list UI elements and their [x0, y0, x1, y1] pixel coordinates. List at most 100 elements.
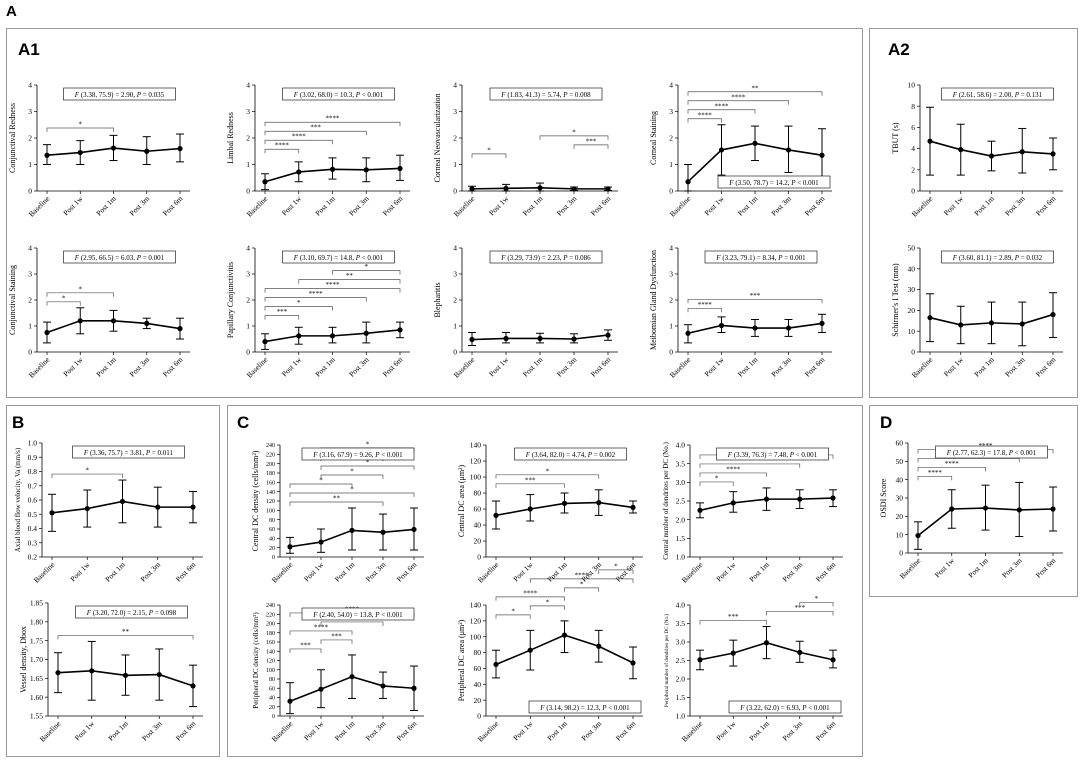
significance-bracket: [298, 279, 401, 284]
x-tick-label: Post 1m: [747, 560, 771, 584]
y-tick-label: 140: [470, 601, 482, 610]
data-point: [349, 674, 355, 680]
data-point: [318, 539, 324, 545]
data-point: [763, 640, 770, 646]
y-tick-label: 60: [269, 527, 275, 533]
x-tick-label: Baseline: [38, 719, 63, 744]
x-tick-label: Post 6m: [1034, 355, 1058, 379]
stats-text: F (3.64, 82.0) = 4.74, P = 0.002: [525, 451, 616, 459]
panel-c-box: [227, 405, 863, 757]
x-tick-label: Baseline: [452, 194, 477, 219]
significance-label: *: [487, 146, 491, 154]
significance-label: ****: [945, 460, 960, 468]
y-tick-label: 1: [453, 160, 457, 169]
significance-bracket: [687, 91, 823, 96]
stats-text: F (2.77, 62.3) = 17.8, P < 0.001: [946, 449, 1037, 457]
stats-box: [528, 700, 642, 714]
panel-b-box: [6, 405, 220, 757]
significance-label: ****: [275, 142, 290, 150]
x-tick-label: Post 3m: [555, 194, 579, 218]
panel-label-a2: A2: [888, 40, 910, 59]
x-tick-label: Post 1m: [94, 355, 118, 379]
significance-label: *: [366, 459, 370, 467]
x-tick-label: Baseline: [245, 355, 270, 380]
x-tick-label: Baseline: [476, 719, 501, 744]
stats-box: [514, 447, 627, 461]
y-axis-label: Axial blood flow velocity, Va (mm/s): [14, 447, 22, 552]
data-point: [571, 336, 577, 342]
y-tick-label: 3.0: [676, 638, 686, 647]
data-point: [77, 149, 83, 156]
data-point: [630, 660, 636, 666]
significance-bracket: [46, 127, 114, 133]
x-tick-label: Post 1m: [313, 355, 337, 379]
y-tick-label: 50: [896, 457, 904, 466]
y-axis-label: Papillary Conjunctivitis: [226, 262, 235, 338]
significance-bracket: [799, 602, 834, 607]
significance-bracket: [495, 483, 565, 488]
significance-bracket: [264, 130, 367, 136]
significance-bracket: [699, 472, 767, 477]
significance-label: *: [365, 263, 369, 271]
stats-box: [301, 607, 415, 621]
significance-bracket: [264, 148, 300, 154]
x-tick-label: Baseline: [898, 556, 923, 581]
significance-label: **: [346, 272, 354, 280]
y-tick-label: 80: [474, 648, 482, 657]
y-tick-label: 1.55: [30, 712, 43, 721]
y-tick-label: 1.5: [676, 693, 686, 702]
y-tick-label: 100: [266, 508, 275, 514]
significance-bracket: [332, 270, 401, 275]
y-axis-label: Vessel density, Dbox: [19, 626, 28, 693]
significance-bracket: [687, 100, 789, 105]
significance-label: **: [333, 495, 341, 503]
x-tick-label: Post 3m: [781, 560, 805, 584]
data-point: [110, 318, 117, 324]
significance-label: *: [572, 128, 576, 136]
significance-label: ****: [314, 623, 329, 631]
significance-label: ****: [726, 465, 741, 473]
stats-box: [282, 250, 395, 264]
y-axis-label: TBUT (s): [891, 122, 900, 154]
y-axis-label: Peripheral DC area (μm²): [457, 619, 466, 701]
y-tick-label: 8: [911, 102, 915, 111]
stats-box: [75, 605, 188, 619]
data-point: [830, 495, 836, 501]
data-point: [797, 496, 803, 502]
y-tick-label: 120: [470, 616, 482, 625]
x-tick-label: Post 3m: [364, 560, 388, 584]
y-tick-label: 1: [453, 322, 457, 331]
significance-bracket: [320, 639, 353, 644]
x-tick-label: Baseline: [27, 355, 52, 380]
y-tick-label: 1.0: [28, 439, 38, 448]
y-axis-label: Central DC area (μm²): [457, 465, 466, 538]
x-tick-label: Post 6m: [803, 355, 827, 379]
data-point: [190, 504, 196, 510]
y-tick-label: 0.4: [28, 524, 38, 533]
significance-bracket: [529, 605, 565, 610]
x-tick-label: Post 1w: [511, 719, 535, 743]
y-tick-label: 140: [266, 490, 275, 496]
y-tick-label: 1: [246, 322, 250, 331]
x-tick-label: Baseline: [680, 560, 705, 585]
data-point: [630, 504, 636, 510]
y-tick-label: 0.8: [28, 467, 38, 476]
x-tick-label: Post 6m: [1034, 194, 1058, 218]
y-tick-label: 240: [266, 603, 275, 609]
y-tick-label: 30: [896, 494, 904, 503]
significance-label: **: [122, 628, 130, 636]
chart-peripheral-dc-area: 0 20 40 60 80 100 120 140 Baseline Post 1w Post 1m…: [457, 562, 643, 744]
y-tick-label: 20: [269, 546, 275, 552]
stats-text: F (3.14, 98.2) = 12.3, P < 0.001: [539, 704, 630, 712]
significance-bracket: [289, 630, 353, 635]
data-point: [797, 649, 803, 655]
y-tick-label: 30: [908, 285, 916, 294]
significance-label: ****: [292, 133, 307, 141]
panel-label-d: D: [880, 413, 893, 432]
x-tick-label: Post 1w: [942, 355, 966, 379]
data-point: [763, 496, 770, 502]
x-tick-label: Post 1w: [280, 355, 304, 379]
y-tick-label: 4: [246, 81, 250, 90]
y-axis-label: Meibomian Gland Dysfunction: [649, 250, 658, 350]
y-tick-label: 1.60: [30, 693, 43, 702]
